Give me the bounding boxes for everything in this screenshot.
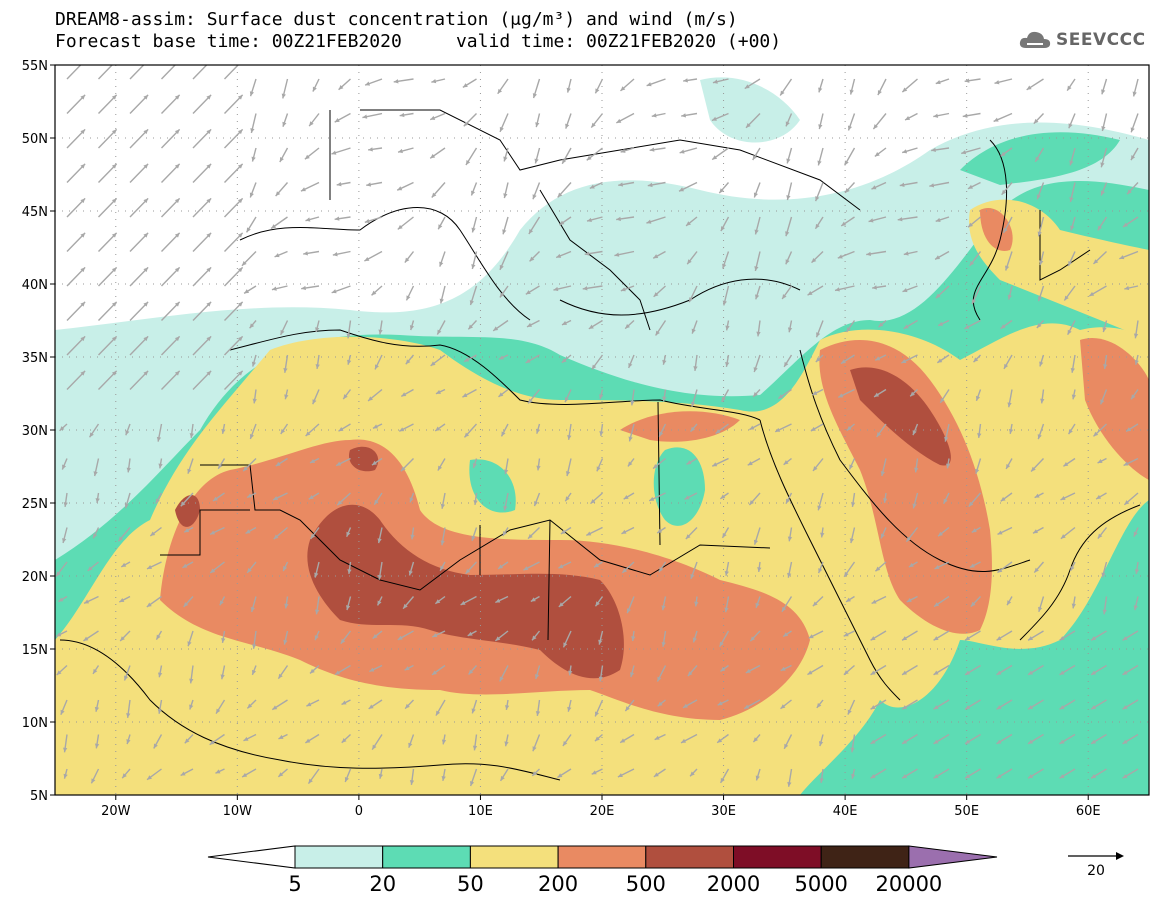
colorbar-swatch: [734, 846, 822, 868]
lat-tick-label: 25N: [22, 497, 48, 512]
colorbar-label: 20: [369, 872, 396, 896]
colorbar-label: 500: [626, 872, 666, 896]
lon-tick-label: 20E: [590, 804, 615, 819]
lon-tick-label: 40E: [833, 804, 858, 819]
colorbar-swatch: [646, 846, 734, 868]
colorbar-swatch: [295, 846, 383, 868]
lat-tick-label: 55N: [22, 59, 48, 74]
colorbar-label: 5: [288, 872, 301, 896]
longitude-labels: 20W 10W 0 10E 20E 30E 40E 50E 60E: [101, 795, 1101, 819]
colorbar-label: 20000: [875, 872, 942, 896]
colorbar: 5 20 50 200 500 2000 5000 20000: [208, 846, 997, 896]
arrow-head-icon: [1116, 852, 1124, 860]
colorbar-swatch: [383, 846, 471, 868]
lat-tick-label: 15N: [22, 643, 48, 658]
wind-reference: 20: [1068, 852, 1124, 879]
colorbar-low-triangle: [208, 846, 295, 868]
latitude-labels: 55N 50N 45N 40N 35N 30N 25N 20N 15N 10N 5N: [22, 59, 55, 804]
colorbar-high-triangle: [909, 846, 997, 868]
lat-tick-label: 50N: [22, 132, 48, 147]
lon-tick-label: 30E: [711, 804, 736, 819]
lat-tick-label: 5N: [30, 789, 48, 804]
colorbar-label: 200: [538, 872, 578, 896]
wind-reference-label: 20: [1087, 863, 1105, 879]
lat-tick-label: 35N: [22, 351, 48, 366]
colorbar-swatch: [558, 846, 646, 868]
colorbar-label: 50: [457, 872, 484, 896]
lat-tick-label: 10N: [22, 716, 48, 731]
lon-tick-label: 20W: [101, 804, 131, 819]
colorbar-label: 5000: [794, 872, 847, 896]
colorbar-swatch: [470, 846, 558, 868]
colorbar-label: 2000: [707, 872, 760, 896]
lat-tick-label: 20N: [22, 570, 48, 585]
lon-tick-label: 0: [355, 804, 363, 819]
lon-tick-label: 10E: [468, 804, 493, 819]
lon-tick-label: 50E: [954, 804, 979, 819]
lat-tick-label: 40N: [22, 278, 48, 293]
lat-tick-label: 30N: [22, 424, 48, 439]
colorbar-swatch: [821, 846, 909, 868]
lat-tick-label: 45N: [22, 205, 48, 220]
lon-tick-label: 10W: [223, 804, 253, 819]
lon-tick-label: 60E: [1076, 804, 1101, 819]
